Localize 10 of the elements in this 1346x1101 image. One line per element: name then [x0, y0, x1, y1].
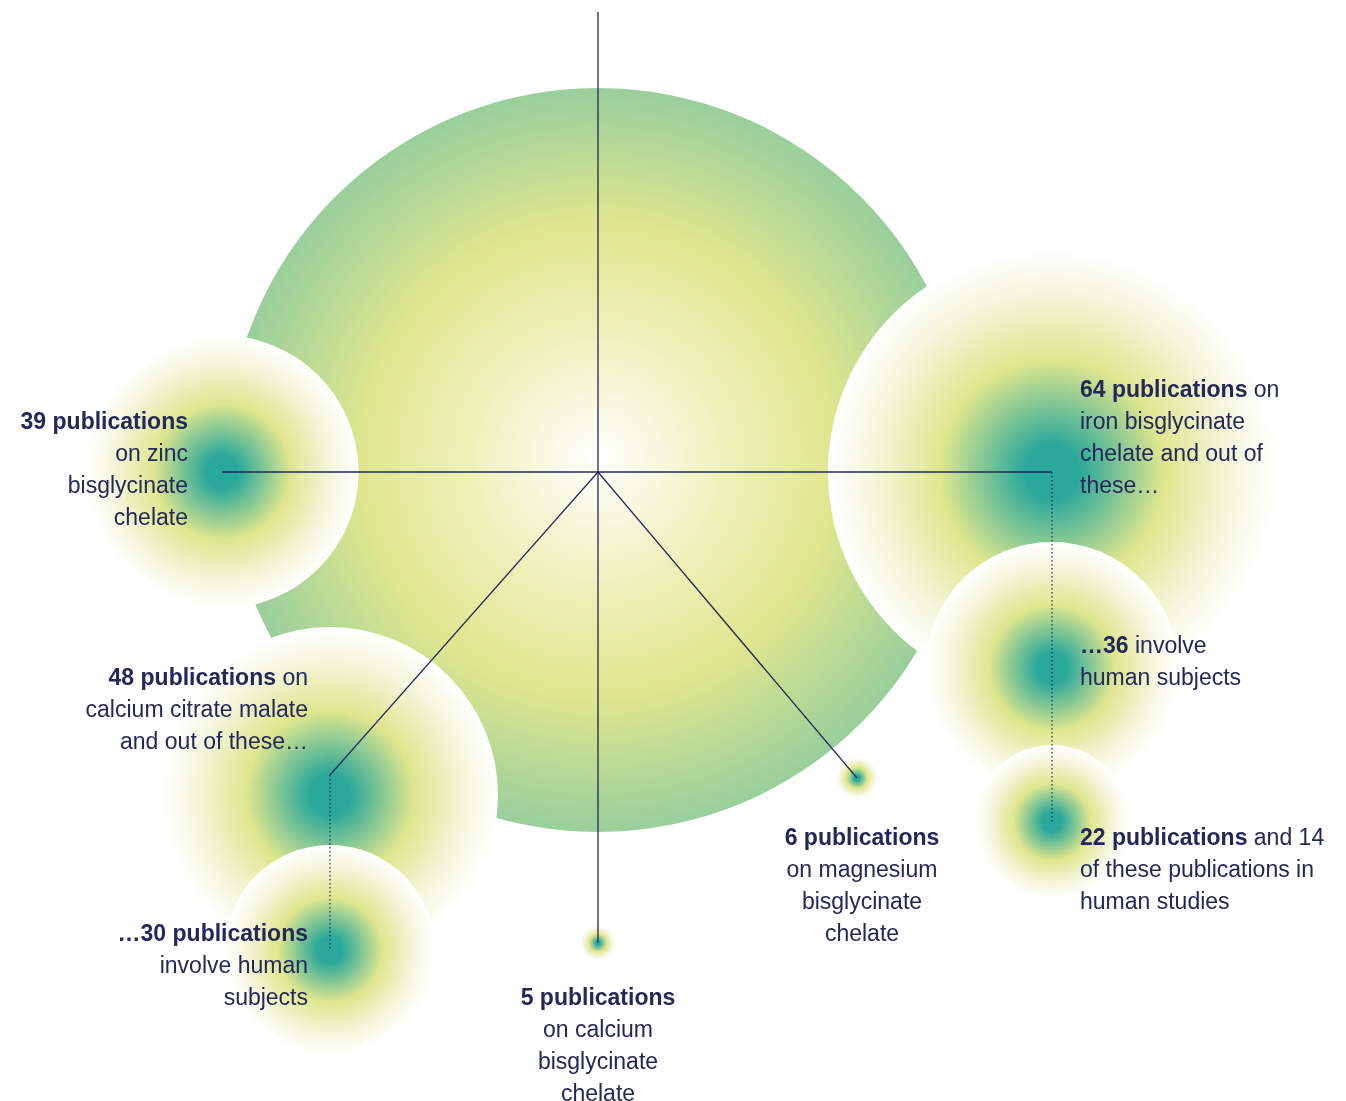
data-label: 5 publications: [520, 984, 676, 1010]
category-label: on calcium bisglycinate chelate: [537, 1016, 659, 1101]
data-label: 39 publications: [20, 408, 188, 434]
data-label: 6 publications: [784, 824, 940, 850]
category-label: involve human subjects: [159, 952, 308, 1010]
data-label: 22 publications: [1080, 824, 1248, 850]
category-label: on magnesium bisglycinate chelate: [786, 856, 938, 946]
data-label: 64 publications: [1080, 376, 1248, 402]
data-label: …36: [1080, 632, 1129, 658]
data-label: 48 publications: [108, 664, 277, 690]
